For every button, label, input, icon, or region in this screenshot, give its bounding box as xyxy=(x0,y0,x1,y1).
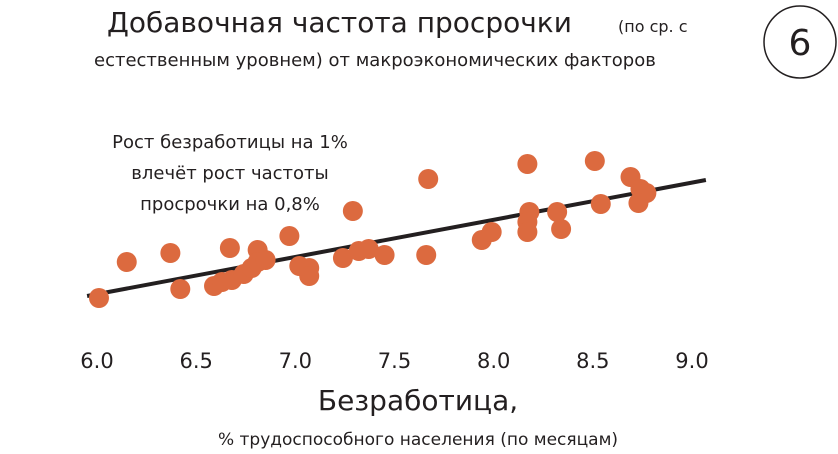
x-axis-label: Безработица, xyxy=(318,384,518,417)
x-tick-label: 7.5 xyxy=(378,349,411,373)
x-tick-label: 6.5 xyxy=(179,349,212,373)
x-tick-label: 8.0 xyxy=(477,349,510,373)
point xyxy=(416,245,437,265)
point xyxy=(299,266,320,286)
x-tick-label: 9.0 xyxy=(675,349,708,373)
point xyxy=(547,202,568,222)
annotation: Рост безработицы на 1% xyxy=(112,132,348,153)
badge-circle xyxy=(763,5,837,79)
point xyxy=(342,201,363,221)
chart-title: Добавочная частота просрочки xyxy=(107,6,572,39)
point xyxy=(160,243,181,263)
point xyxy=(628,193,649,213)
point xyxy=(590,194,611,214)
x-tick-label: 8.5 xyxy=(576,349,609,373)
point xyxy=(584,151,605,171)
point xyxy=(170,279,191,299)
point xyxy=(88,288,109,308)
point xyxy=(517,222,538,242)
x-tick-label: 7.0 xyxy=(279,349,312,373)
annotation: просрочки на 0,8% xyxy=(140,194,320,215)
point xyxy=(255,250,276,270)
point xyxy=(116,252,137,272)
point xyxy=(418,169,439,189)
point xyxy=(332,248,353,268)
chart-subtitle: естественным уровнем) от макроэкономичес… xyxy=(94,50,656,71)
x-tick-label: 6.0 xyxy=(80,349,113,373)
point xyxy=(481,222,502,242)
point xyxy=(358,239,379,259)
badge: 6 xyxy=(789,23,812,64)
point xyxy=(219,238,240,258)
point xyxy=(517,154,538,174)
point xyxy=(551,219,572,239)
point xyxy=(279,226,300,246)
point xyxy=(374,245,395,265)
annotation: влечёт рост частоты xyxy=(131,163,328,184)
x-axis-sublabel: % трудоспособного населения (по месяцам) xyxy=(218,430,618,450)
title-note: (по ср. с xyxy=(618,17,688,36)
